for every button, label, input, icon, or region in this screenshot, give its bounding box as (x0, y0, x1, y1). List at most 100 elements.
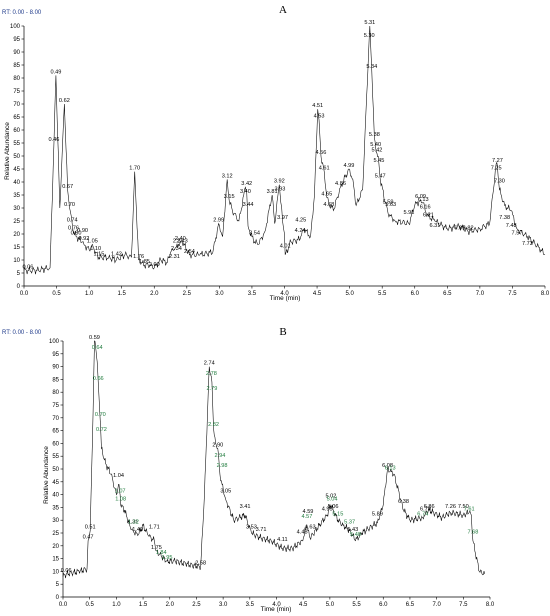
trace-b (62, 340, 485, 579)
peak-label: 0.72 (96, 427, 107, 433)
y-tick-label: 80 (13, 76, 20, 82)
y-tick-label: 70 (13, 102, 20, 108)
chromatogram-a: A RT: 0.00 - 8.00 Relative Abundance Tim… (2, 4, 550, 302)
x-tick-label: 5.0 (345, 291, 354, 297)
peak-label: 0.66 (93, 376, 104, 382)
x-tick-label: 6.0 (379, 602, 388, 608)
y-tick-label: 5 (56, 582, 60, 588)
peak-label: 3.05 (220, 489, 231, 495)
x-tick-label: 7.5 (459, 602, 468, 608)
series-line (23, 25, 546, 275)
x-tick-label: 7.0 (476, 291, 485, 297)
peak-label: 4.51 (312, 103, 323, 109)
peak-label: 0.06 (22, 264, 33, 270)
peak-label: 4.95 (322, 507, 333, 513)
peak-label: 0.92 (78, 236, 89, 242)
peak-label: 4.01 (280, 244, 291, 250)
peak-label: 4.53 (314, 114, 325, 120)
x-tick-label: 3.0 (215, 291, 224, 297)
peak-label: 5.91 (403, 210, 414, 216)
y-tick-label: 40 (52, 493, 59, 499)
peak-label: 1.08 (115, 496, 126, 502)
y-tick-label: 90 (13, 50, 20, 56)
chromatogram-b: B RT: 0.00 - 8.00 Relative Abundance Tim… (2, 326, 495, 613)
x-tick-label: 1.5 (139, 602, 148, 608)
peak-label: 2.78 (206, 371, 217, 377)
peak-label: 0.49 (50, 69, 61, 75)
y-tick-label: 50 (52, 467, 59, 473)
peak-label: 2.34 (171, 246, 182, 252)
y-tick-label: 15 (52, 557, 59, 563)
peak-label: 4.24 (295, 228, 306, 234)
peak-label: 1.84 (156, 550, 167, 556)
peak-label: 6.82 (463, 225, 474, 231)
y-tick-label: 45 (52, 480, 59, 486)
peak-label: 1.95 (162, 555, 173, 561)
y-tick-label: 5 (17, 271, 21, 277)
peak-label: 1.32 (128, 519, 139, 525)
peak-label: 3.92 (274, 179, 285, 185)
y-axis-title-a: Relative Abundance (4, 122, 11, 180)
peak-label: 2.43 (177, 238, 188, 244)
peak-label: 5.30 (364, 33, 375, 39)
x-tick-label: 8.0 (486, 602, 495, 608)
peak-label: 1.70 (129, 166, 140, 172)
peak-label: 1.71 (149, 524, 160, 530)
peak-label: 0.59 (89, 335, 100, 341)
y-tick-label: 55 (52, 454, 59, 460)
peak-label: 1.05 (87, 238, 98, 244)
peak-label: 0.64 (92, 345, 103, 351)
peak-label: 2.31 (169, 254, 180, 260)
peak-label: 0.70 (64, 202, 75, 208)
trace-a (23, 25, 546, 275)
panel-label-a: A (279, 4, 287, 16)
rt-range-label-b: RT: 0.00 - 8.00 (2, 330, 42, 336)
y-tick-label: 20 (13, 232, 20, 238)
peak-label: 2.99 (213, 218, 224, 224)
x-tick-label: 6.0 (411, 291, 420, 297)
peak-label: 1.10 (90, 246, 101, 252)
peak-label: 4.56 (316, 150, 327, 156)
peak-label: 1.15 (93, 251, 104, 257)
axes-b (62, 341, 490, 598)
x-tick-label: 0.0 (20, 291, 29, 297)
peak-labels-a: 0.06 0.46 0.49 0.62 0.67 0.70 0.740.760.800.90… (22, 20, 532, 270)
peak-label: 6.16 (420, 205, 431, 211)
y-tick-label: 30 (13, 206, 20, 212)
peak-label: 6.74 (417, 512, 428, 518)
peak-label: 7.30 (494, 179, 505, 185)
y-tick-label: 65 (52, 429, 59, 435)
peak-label: 2.98 (217, 463, 228, 469)
peak-label: 0.47 (83, 535, 94, 541)
peak-label: 1.40 (132, 527, 143, 533)
x-tick-label: 4.0 (280, 291, 289, 297)
y-tick-label: 90 (52, 365, 59, 371)
peak-label: 2.00 (149, 262, 160, 268)
peak-label: 4.68 (323, 202, 334, 208)
x-tick-label: 4.5 (313, 291, 322, 297)
y-tick-label: 55 (13, 141, 20, 147)
peak-label: 6.21 (423, 212, 434, 218)
peak-label: 1.85 (139, 259, 150, 265)
peak-label: 7.50 (458, 504, 469, 510)
x-axis-title-a: Time (min) (270, 295, 301, 302)
peak-label: 6.31 (429, 223, 440, 229)
peak-label: 4.59 (303, 509, 314, 515)
peak-label: 2.94 (214, 453, 225, 459)
x-tick-label: 7.0 (432, 602, 441, 608)
peak-label: 5.45 (373, 158, 384, 164)
y-tick-label: 70 (52, 416, 59, 422)
peak-label: 0.70 (95, 412, 106, 418)
x-tick-label: 5.0 (326, 602, 335, 608)
x-tick-label: 6.5 (406, 602, 415, 608)
y-tick-label: 95 (52, 352, 59, 358)
peak-label: 7.57 (512, 231, 523, 237)
peak-label: 3.40 (240, 189, 251, 195)
x-tick-label: 3.5 (248, 291, 257, 297)
rt-range-label-a: RT: 0.00 - 8.00 (2, 10, 42, 16)
peak-label: 1.76 (133, 254, 144, 260)
peak-label: 1.07 (115, 489, 126, 495)
peak-label: 2.79 (206, 386, 217, 392)
y-tick-label: 65 (13, 115, 20, 121)
